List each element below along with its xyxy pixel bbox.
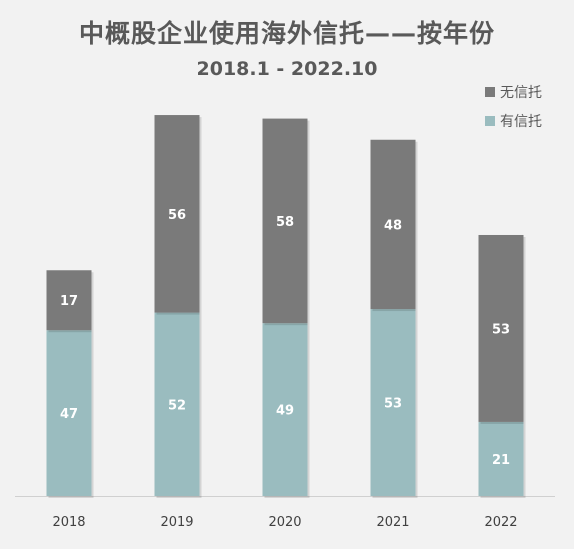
data-label-2019-无信托: 56 bbox=[168, 208, 186, 223]
bar-2020-无信托 bbox=[262, 118, 308, 324]
bar-2018-有信托 bbox=[46, 330, 92, 496]
data-label-2022-无信托: 53 bbox=[492, 322, 510, 337]
chart-subtitle: 2018.1 - 2022.10 bbox=[196, 58, 378, 80]
x-tick-label-2019: 2019 bbox=[160, 515, 193, 530]
bar-2018-无信托 bbox=[46, 270, 92, 331]
chart-title: 中概股企业使用海外信托——按年份 bbox=[78, 19, 495, 48]
x-tick-label-2020: 2020 bbox=[268, 515, 301, 530]
data-label-2020-无信托: 58 bbox=[276, 215, 294, 230]
bar-2019-有信托 bbox=[154, 312, 200, 496]
data-label-2020-有信托: 49 bbox=[276, 404, 294, 419]
bar-2021-有信托 bbox=[370, 309, 416, 496]
x-tick-label-2022: 2022 bbox=[484, 515, 517, 530]
data-label-2018-无信托: 17 bbox=[60, 294, 78, 309]
bar-2021-无信托 bbox=[370, 139, 416, 310]
data-label-2022-有信托: 21 bbox=[492, 453, 510, 468]
data-label-2019-有信托: 52 bbox=[168, 398, 186, 413]
x-tick-label-2018: 2018 bbox=[52, 515, 85, 530]
x-tick-label-2021: 2021 bbox=[376, 515, 409, 530]
legend-label-无信托: 无信托 bbox=[500, 85, 542, 101]
bar-2022-有信托 bbox=[478, 421, 524, 496]
data-label-2021-有信托: 53 bbox=[384, 397, 402, 412]
bar-2019-无信托 bbox=[154, 115, 200, 313]
bar-2020-有信托 bbox=[262, 323, 308, 496]
legend-label-有信托: 有信托 bbox=[500, 114, 542, 130]
data-label-2021-无信托: 48 bbox=[384, 218, 402, 233]
bar-2022-无信托 bbox=[478, 234, 524, 422]
data-label-2018-有信托: 47 bbox=[60, 407, 78, 422]
legend-swatch-有信托 bbox=[485, 116, 495, 126]
legend-swatch-无信托 bbox=[485, 87, 495, 97]
